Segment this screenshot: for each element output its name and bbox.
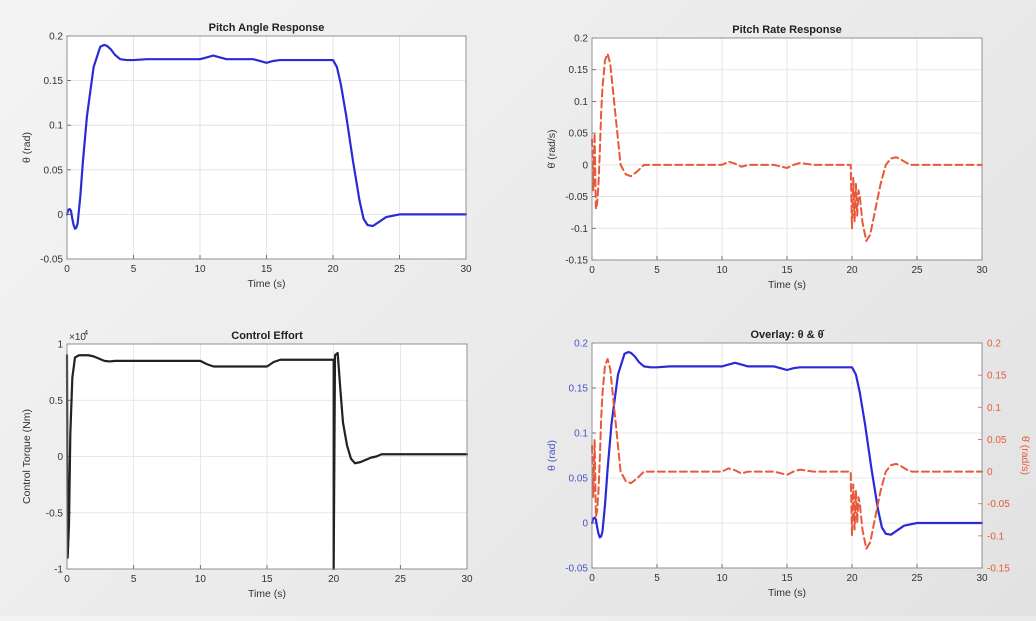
- x-tick-label: 25: [911, 573, 923, 584]
- y-right-tick-label: 0.15: [987, 371, 1007, 382]
- x-tick-label: 0: [589, 573, 595, 584]
- x-tick-label: 20: [846, 265, 858, 276]
- y-exponent-label: ×10: [69, 332, 86, 343]
- y-tick-label: -1: [54, 565, 63, 576]
- chart-title: Pitch Angle Response: [209, 22, 325, 34]
- y-right-tick-label: -0.1: [987, 531, 1005, 542]
- y-exponent-value: 4: [84, 328, 88, 337]
- y-tick-label: -0.1: [571, 224, 589, 235]
- y-tick-label: 0: [57, 452, 63, 463]
- y-tick-label: 0: [582, 519, 588, 530]
- x-tick-label: 30: [461, 574, 473, 585]
- x-tick-label: 30: [976, 573, 988, 584]
- series-line-0: [590, 350, 984, 539]
- chart-title: Control Effort: [231, 330, 303, 342]
- x-tick-label: 25: [395, 574, 407, 585]
- x-tick-label: 25: [394, 264, 406, 275]
- y-tick-label: -0.5: [46, 508, 64, 519]
- y-right-tick-label: 0: [987, 467, 993, 478]
- series-line-0: [65, 351, 469, 571]
- x-tick-label: 0: [64, 264, 70, 275]
- y-tick-label: 0.15: [44, 76, 64, 87]
- x-tick-label: 25: [911, 265, 923, 276]
- x-tick-label: 10: [195, 574, 207, 585]
- x-axis-label: Time (s): [248, 588, 286, 600]
- x-tick-label: 0: [589, 265, 595, 276]
- x-tick-label: 5: [131, 574, 137, 585]
- chart-overlay: 0 5 10 15 20 25 30-0.0500.050.10.150.2-0.15-0.…: [546, 329, 1031, 599]
- x-axis-label: Time (s): [768, 587, 806, 599]
- x-tick-label: 15: [781, 573, 793, 584]
- y-tick-label: 0.15: [569, 65, 589, 76]
- x-tick-label: 30: [460, 264, 472, 275]
- y-right-tick-label: 0.1: [987, 403, 1001, 414]
- axes-frame: [66, 35, 467, 260]
- y-tick-label: 0.1: [49, 121, 63, 132]
- y-tick-label: 0: [57, 210, 63, 221]
- y-axis-label: θ (rad): [21, 132, 33, 163]
- chart-title: Pitch Rate Response: [732, 24, 841, 36]
- x-tick-label: 30: [976, 265, 988, 276]
- y-axis-label: θ̇ (rad/s): [546, 129, 558, 168]
- series-line-0: [591, 52, 983, 242]
- y-tick-label: -0.05: [565, 192, 588, 203]
- y-tick-label: 0.2: [49, 32, 63, 43]
- y-right-axis-label: θ̇ (rad/s): [1019, 436, 1031, 475]
- x-tick-label: 10: [716, 265, 728, 276]
- series-line-1: [591, 358, 983, 550]
- x-tick-label: 15: [261, 264, 273, 275]
- x-tick-label: 5: [654, 265, 660, 276]
- chart-title: Overlay: θ & θ̇: [750, 329, 824, 341]
- x-tick-label: 20: [328, 574, 340, 585]
- y-tick-label: -0.15: [565, 256, 588, 267]
- x-tick-label: 15: [261, 574, 273, 585]
- y-axis-label: θ (rad): [546, 440, 558, 471]
- chart-pitch-rate: 0 5 10 15 20 25 30 -0.15 -0.1 -0.05 0 0.05 0.1 0.15 0.…: [546, 24, 988, 291]
- y-tick-label: 0.05: [569, 474, 589, 485]
- x-tick-label: 10: [194, 264, 206, 275]
- y-tick-label: 0.1: [574, 97, 588, 108]
- y-tick-label: -0.05: [565, 564, 588, 575]
- y-tick-label: 0.05: [569, 129, 589, 140]
- axes-frame: [66, 343, 468, 570]
- y-tick-label: 0.5: [49, 396, 63, 407]
- y-right-tick-label: 0.2: [987, 339, 1001, 350]
- y-tick-label: 0.1: [574, 429, 588, 440]
- x-tick-label: 0: [64, 574, 70, 585]
- x-tick-label: 5: [654, 573, 660, 584]
- x-tick-label: 20: [327, 264, 339, 275]
- y-tick-label: 0: [582, 160, 588, 171]
- x-tick-label: 20: [846, 573, 858, 584]
- y-right-tick-label: 0.05: [987, 435, 1007, 446]
- y-axis-label: Control Torque (Nm): [21, 409, 33, 504]
- x-axis-label: Time (s): [247, 278, 285, 290]
- y-tick-label: 1: [57, 340, 63, 351]
- x-tick-label: 15: [781, 265, 793, 276]
- series-line-0: [65, 43, 468, 230]
- x-axis-label: Time (s): [768, 279, 806, 291]
- y-tick-label: 0.2: [574, 339, 588, 350]
- y-tick-label: 0.15: [569, 384, 589, 395]
- x-tick-label: 5: [131, 264, 137, 275]
- axes-frame: [591, 342, 983, 569]
- y-tick-label: 0.2: [574, 34, 588, 45]
- x-tick-label: 10: [716, 573, 728, 584]
- chart-control-effort: 0 5 10 15 20 25 30 -1 -0.5 0 0.5 1 Control Effort Tim…: [21, 328, 473, 600]
- y-tick-label: -0.05: [40, 255, 63, 266]
- y-right-tick-label: -0.05: [987, 499, 1010, 510]
- axes-frame: [591, 37, 983, 261]
- y-right-tick-label: -0.15: [987, 564, 1010, 575]
- y-tick-label: 0.05: [44, 165, 64, 176]
